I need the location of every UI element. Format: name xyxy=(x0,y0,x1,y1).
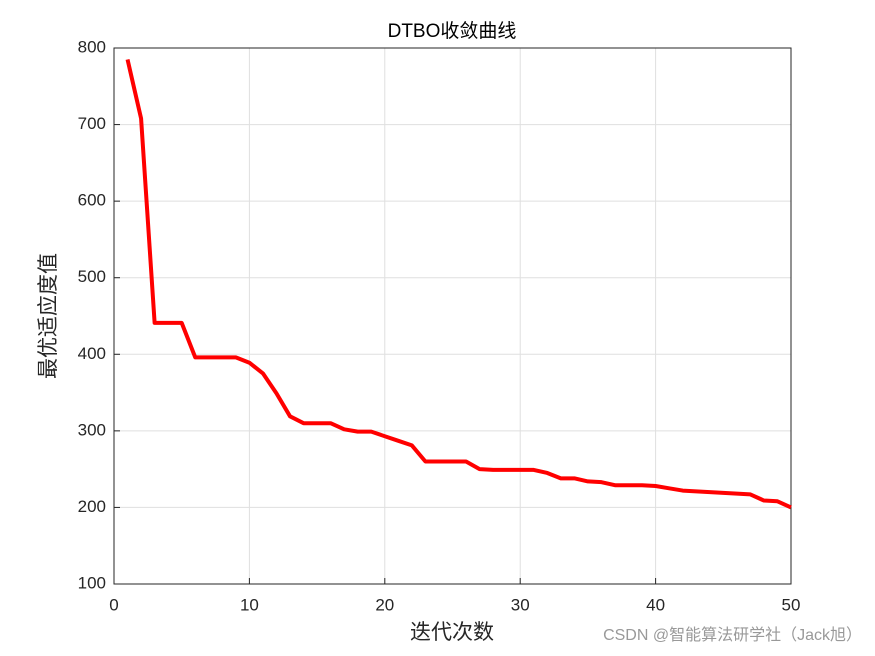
y-tick-label: 800 xyxy=(78,37,106,56)
x-tick-label: 30 xyxy=(511,595,530,614)
y-tick-label: 100 xyxy=(78,573,106,592)
x-tick-label: 50 xyxy=(782,595,801,614)
y-tick-label: 700 xyxy=(78,114,106,133)
x-tick-label: 0 xyxy=(109,595,118,614)
chart-title: DTBO收敛曲线 xyxy=(388,20,517,42)
y-axis-label: 最优适应度值 xyxy=(36,253,60,379)
y-tick-label: 600 xyxy=(78,191,106,210)
y-tick-label: 500 xyxy=(78,267,106,286)
data-line xyxy=(125,59,792,510)
y-tick-label: 200 xyxy=(78,497,106,516)
x-tick-label: 40 xyxy=(646,595,665,614)
x-axis-label: 迭代次数 xyxy=(410,620,494,644)
x-tick-label: 10 xyxy=(240,595,259,614)
y-tick-label: 400 xyxy=(78,344,106,363)
x-tick-label: 20 xyxy=(375,595,394,614)
y-tick-label: 300 xyxy=(78,420,106,439)
axes-box xyxy=(113,47,792,585)
watermark: CSDN @智能算法研学社（Jack旭） xyxy=(603,625,862,644)
